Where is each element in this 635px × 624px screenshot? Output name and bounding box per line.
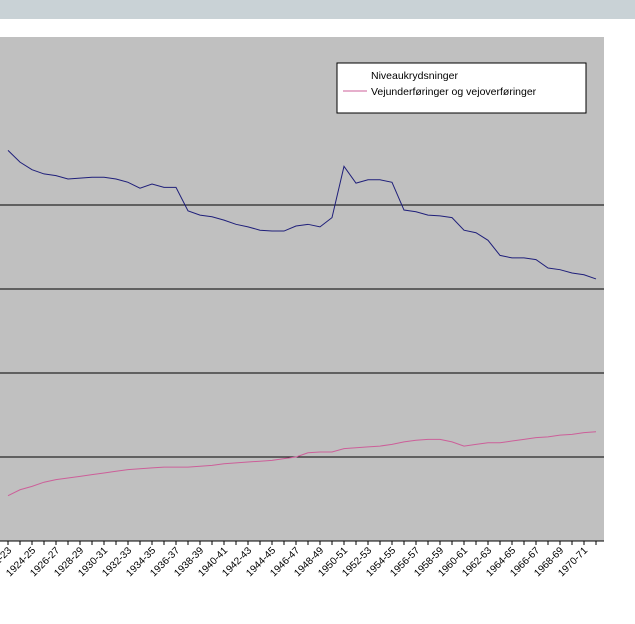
legend-label: Vejunderføringer og vejoverføringer — [371, 86, 537, 98]
legend-label: Niveaukrydsninger — [371, 70, 458, 82]
top-band — [0, 0, 635, 19]
series-line — [7, 431, 597, 497]
series-line — [7, 150, 597, 280]
legend-box — [336, 62, 587, 114]
